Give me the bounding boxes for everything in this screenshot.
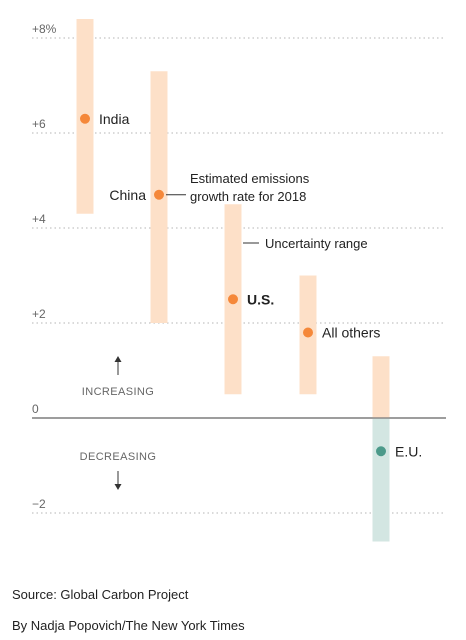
- byline: By Nadja Popovich/The New York Times: [12, 618, 245, 633]
- decreasing-label: DECREASING: [80, 451, 157, 463]
- estimate-annotation-line2: growth rate for 2018: [190, 189, 306, 204]
- series-label: China: [109, 187, 146, 203]
- series-label: India: [99, 111, 130, 127]
- y-tick-label: 0: [32, 402, 39, 416]
- range-annotation: Uncertainty range: [265, 236, 368, 251]
- series-label: U.S.: [247, 291, 274, 307]
- increasing-arrow-head: [114, 356, 122, 362]
- series-label: All others: [322, 325, 380, 341]
- source-note: Source: Global Carbon Project: [12, 587, 189, 602]
- estimate-point: [376, 446, 386, 457]
- estimate-point: [228, 294, 238, 305]
- range-bar-negative: [372, 418, 390, 542]
- y-tick-label: +4: [32, 212, 46, 226]
- range-bar: [372, 356, 390, 418]
- series-label: E.U.: [395, 443, 422, 459]
- estimate-point: [154, 189, 164, 200]
- y-tick-label: +6: [32, 117, 46, 131]
- y-tick-label: −2: [32, 497, 46, 511]
- emissions-range-chart: +8% +6 +4 +2 0 −2 India China U.S. All others E.U.…: [32, 19, 446, 542]
- decreasing-arrow-head: [114, 484, 122, 490]
- y-tick-label: +8%: [32, 22, 57, 36]
- estimate-annotation-line1: Estimated emissions: [190, 171, 310, 186]
- estimate-point: [80, 113, 90, 124]
- increasing-label: INCREASING: [82, 386, 154, 398]
- estimate-point: [303, 327, 313, 338]
- y-tick-label: +2: [32, 307, 46, 321]
